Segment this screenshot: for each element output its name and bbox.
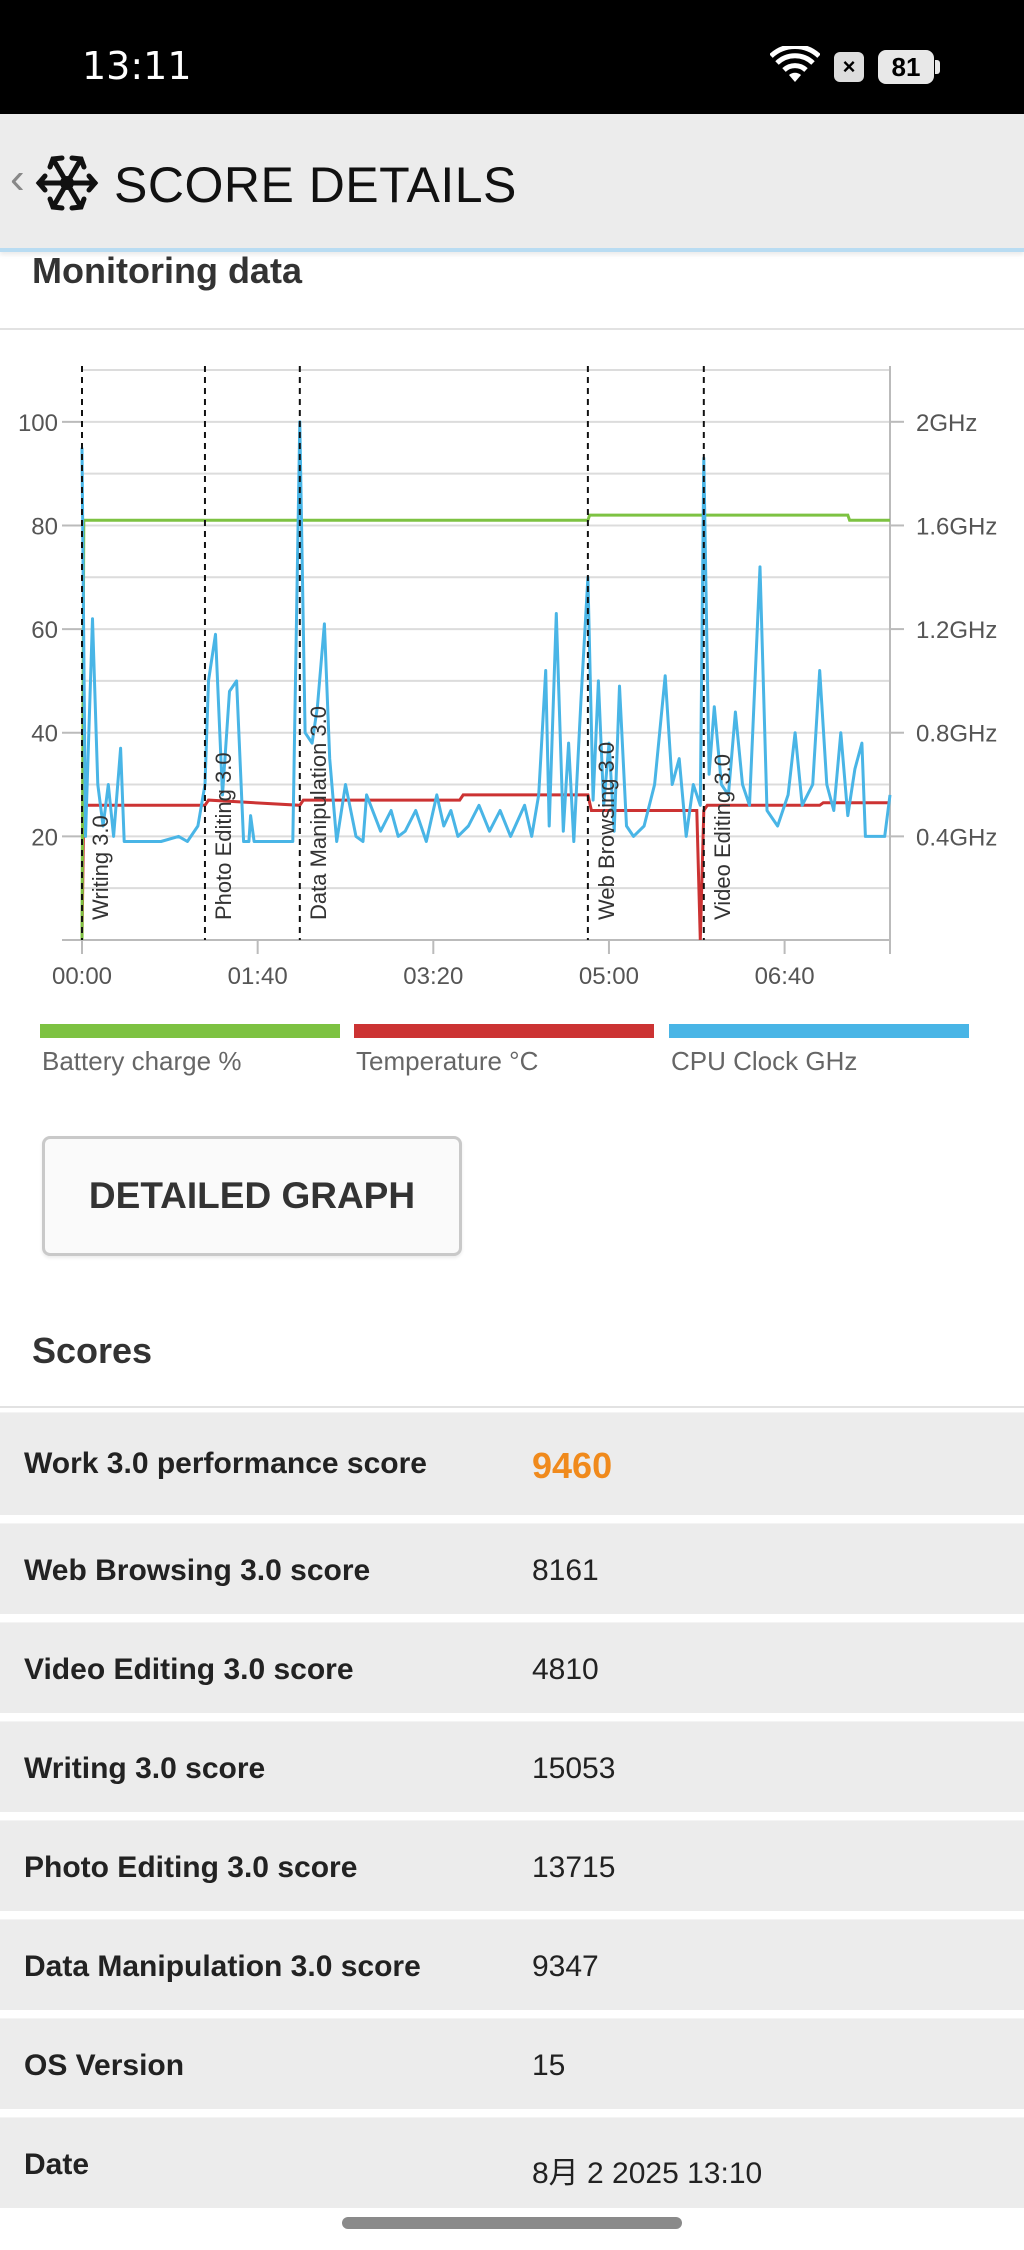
- scores-table: Work 3.0 performance score 9460 Web Brow…: [0, 1412, 1024, 2216]
- score-label: Photo Editing 3.0 score: [24, 1851, 358, 1884]
- table-row: Date 8月 2 2025 13:10: [0, 2117, 1024, 2208]
- y-left-tick-label: 100: [18, 410, 58, 437]
- y-left-tick-label: 40: [31, 721, 58, 748]
- table-row: Web Browsing 3.0 score 8161: [0, 1523, 1024, 1614]
- temperature-series-line: [80, 793, 890, 941]
- y-right-tick-label: 1.2GHz: [916, 617, 997, 644]
- y-right-tick-label: 1.6GHz: [916, 513, 997, 540]
- y-right-tick-label: 0.4GHz: [916, 824, 997, 851]
- legend-battery-label: Battery charge %: [42, 1046, 242, 1076]
- test-marker-label: Data Manipulation 3.0: [306, 706, 331, 920]
- score-label: Data Manipulation 3.0 score: [24, 1950, 421, 1983]
- score-value: 9460: [532, 1445, 613, 1486]
- home-indicator[interactable]: [342, 2217, 682, 2229]
- score-label: Web Browsing 3.0 score: [24, 1554, 371, 1587]
- score-label: OS Version: [24, 2049, 185, 2082]
- y-left-tick-label: 20: [31, 824, 58, 851]
- score-label: Work 3.0 performance score: [24, 1447, 427, 1480]
- score-value: 15: [532, 2049, 566, 2082]
- battery-indicator: 81: [878, 50, 940, 84]
- test-marker-label: Video Editing 3.0: [710, 754, 735, 920]
- test-marker-label: Writing 3.0: [88, 815, 113, 920]
- legend-temperature-swatch: [354, 1024, 654, 1038]
- x-tick-label: 06:40: [755, 963, 815, 990]
- y-left-tick-label: 60: [31, 617, 58, 644]
- scores-divider: [0, 1406, 1024, 1408]
- app-bar: ‹ SCORE DETAILS: [0, 114, 1024, 252]
- legend-temperature-label: Temperature °C: [356, 1046, 539, 1076]
- x-tick-label: 05:00: [579, 963, 639, 990]
- monitoring-chart: 20 40 60 80 100 0.4GHz 0.8GHz 1.2GHz 1.6GHz 2GHz 0…: [18, 366, 997, 990]
- score-value: 4810: [532, 1653, 599, 1686]
- snowflake-logo-icon: [35, 155, 99, 211]
- score-value: 8161: [532, 1554, 599, 1587]
- y-right-tick-label: 0.8GHz: [916, 721, 997, 748]
- score-value: 15053: [532, 1752, 616, 1785]
- test-marker-label: Web Browsing 3.0: [594, 742, 619, 920]
- table-row: Video Editing 3.0 score 4810: [0, 1622, 1024, 1713]
- legend-cpu-label: CPU Clock GHz: [671, 1046, 858, 1076]
- table-row: Data Manipulation 3.0 score 9347: [0, 1919, 1024, 2010]
- legend-cpu-swatch: [669, 1024, 969, 1038]
- back-chevron-icon[interactable]: ‹: [10, 154, 25, 203]
- cpu-series-line: [80, 420, 892, 843]
- battery-series-line: [80, 513, 890, 941]
- scores-title: Scores: [32, 1330, 153, 1371]
- legend-battery-swatch: [40, 1024, 340, 1038]
- x-tick-label: 01:40: [228, 963, 288, 990]
- x-tick-label: 00:00: [52, 963, 112, 990]
- monitoring-title: Monitoring data: [32, 250, 302, 291]
- no-sim-icon: ×: [834, 52, 864, 82]
- score-label: Date: [24, 2148, 90, 2181]
- page-title: SCORE DETAILS: [114, 157, 517, 213]
- score-label: Writing 3.0 score: [24, 1752, 266, 1785]
- status-bar: 13:11 × 81: [0, 0, 1024, 114]
- wifi-icon: [770, 46, 820, 82]
- test-marker-label: Photo Editing 3.0: [211, 752, 236, 920]
- y-right-tick-label: 2GHz: [916, 410, 977, 437]
- x-tick-label: 03:20: [403, 963, 463, 990]
- score-label: Video Editing 3.0 score: [24, 1653, 354, 1686]
- status-time: 13:11: [82, 44, 192, 88]
- table-row: OS Version 15: [0, 2018, 1024, 2109]
- y-left-tick-label: 80: [31, 513, 58, 540]
- score-value: 13715: [532, 1851, 616, 1884]
- monitoring-divider: [0, 328, 1024, 330]
- score-value: 9347: [532, 1950, 599, 1983]
- score-value: 8月 2 2025 13:10: [532, 2157, 763, 2190]
- detailed-graph-button[interactable]: DETAILED GRAPH: [42, 1136, 462, 1256]
- table-row: Work 3.0 performance score 9460: [0, 1412, 1024, 1515]
- table-row: Writing 3.0 score 15053: [0, 1721, 1024, 1812]
- table-row: Photo Editing 3.0 score 13715: [0, 1820, 1024, 1911]
